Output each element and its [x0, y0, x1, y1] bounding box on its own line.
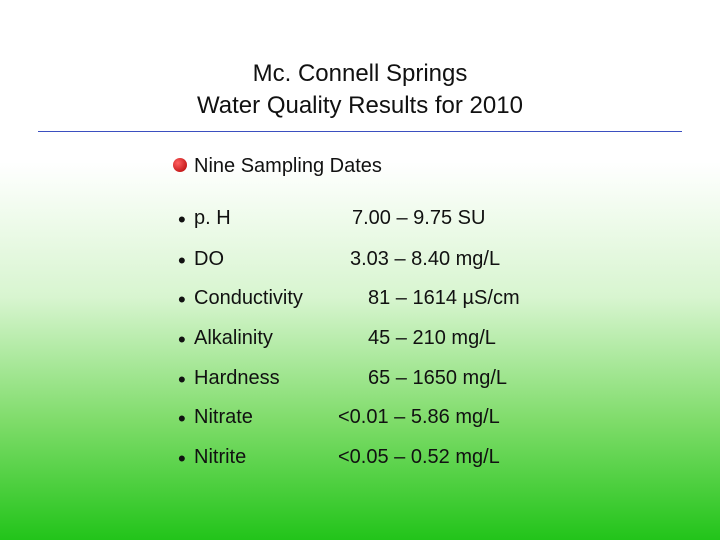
range: <0.05 – 0.52 mg/L [338, 446, 500, 468]
parameter: p. H [194, 207, 231, 229]
parameter: Conductivity [194, 287, 303, 309]
parameter: Alkalinity [194, 327, 273, 349]
range: <0.01 – 5.86 mg/L [338, 406, 500, 428]
bullet: • [178, 207, 186, 232]
title-line: Mc. Connell Springs [252, 60, 468, 87]
range: 45 – 210 mg/L [368, 327, 496, 349]
bullet: • [178, 287, 186, 312]
parameter: Nitrite [194, 446, 247, 468]
bullet-icon [173, 158, 187, 172]
title-line: Water Quality Results for 2010 [197, 92, 523, 119]
bullet: • [178, 367, 186, 392]
parameter: Hardness [194, 367, 280, 389]
divider [38, 131, 682, 132]
range: 7.00 – 9.75 SU [352, 207, 486, 229]
range: 81 – 1614 µS/cm [368, 287, 520, 309]
bullet: • [178, 406, 186, 431]
bullet: • [178, 446, 186, 471]
bullet: • [178, 248, 186, 273]
bullet: • [178, 327, 186, 352]
parameter: DO [194, 248, 224, 270]
heading: Nine Sampling Dates [194, 155, 382, 177]
parameter: Nitrate [194, 406, 253, 428]
range: 65 – 1650 mg/L [368, 367, 507, 389]
range: 3.03 – 8.40 mg/L [350, 248, 501, 270]
